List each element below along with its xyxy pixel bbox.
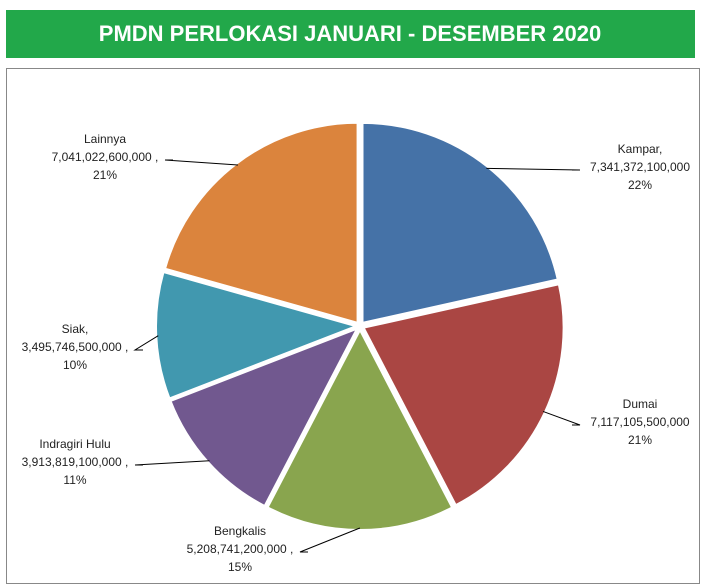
value-label: 3,495,746,500,000 ,: [22, 340, 129, 354]
leader-line: [164, 159, 239, 166]
slice-label: Kampar,: [618, 142, 663, 156]
pie-slice: [163, 121, 359, 325]
title-band: [6, 10, 695, 58]
leader-line: [486, 167, 581, 171]
pie-slice: [266, 327, 454, 531]
percent-label: 11%: [63, 473, 86, 487]
value-label: 7,341,372,100,000: [590, 160, 690, 174]
percent-label: 21%: [628, 433, 652, 447]
value-label: 7,041,022,600,000 ,: [52, 150, 159, 164]
percent-label: 21%: [93, 168, 117, 182]
leader-line: [134, 460, 210, 466]
slice-label: Indragiri Hulu: [39, 437, 110, 451]
percent-label: 22%: [628, 178, 652, 192]
pie-slice: [169, 326, 360, 508]
value-label: 5,208,741,200,000 ,: [187, 542, 294, 556]
leader-line: [299, 527, 361, 553]
slice-label: Bengkalis: [214, 524, 266, 538]
percent-label: 10%: [63, 358, 87, 372]
pie-slice: [361, 121, 559, 325]
leader-line: [542, 410, 581, 426]
slice-label: Dumai: [623, 397, 658, 411]
leader-line: [133, 335, 159, 351]
slice-label: Lainnya: [84, 132, 126, 146]
percent-label: 15%: [228, 560, 252, 574]
slice-label: Siak,: [62, 322, 89, 336]
value-label: 3,913,819,100,000 ,: [22, 455, 129, 469]
pie-slice: [155, 270, 360, 400]
value-label: 7,117,105,500,000: [590, 415, 690, 429]
chart-title: PMDN PERLOKASI JANUARI - DESEMBER 2020: [99, 21, 601, 46]
